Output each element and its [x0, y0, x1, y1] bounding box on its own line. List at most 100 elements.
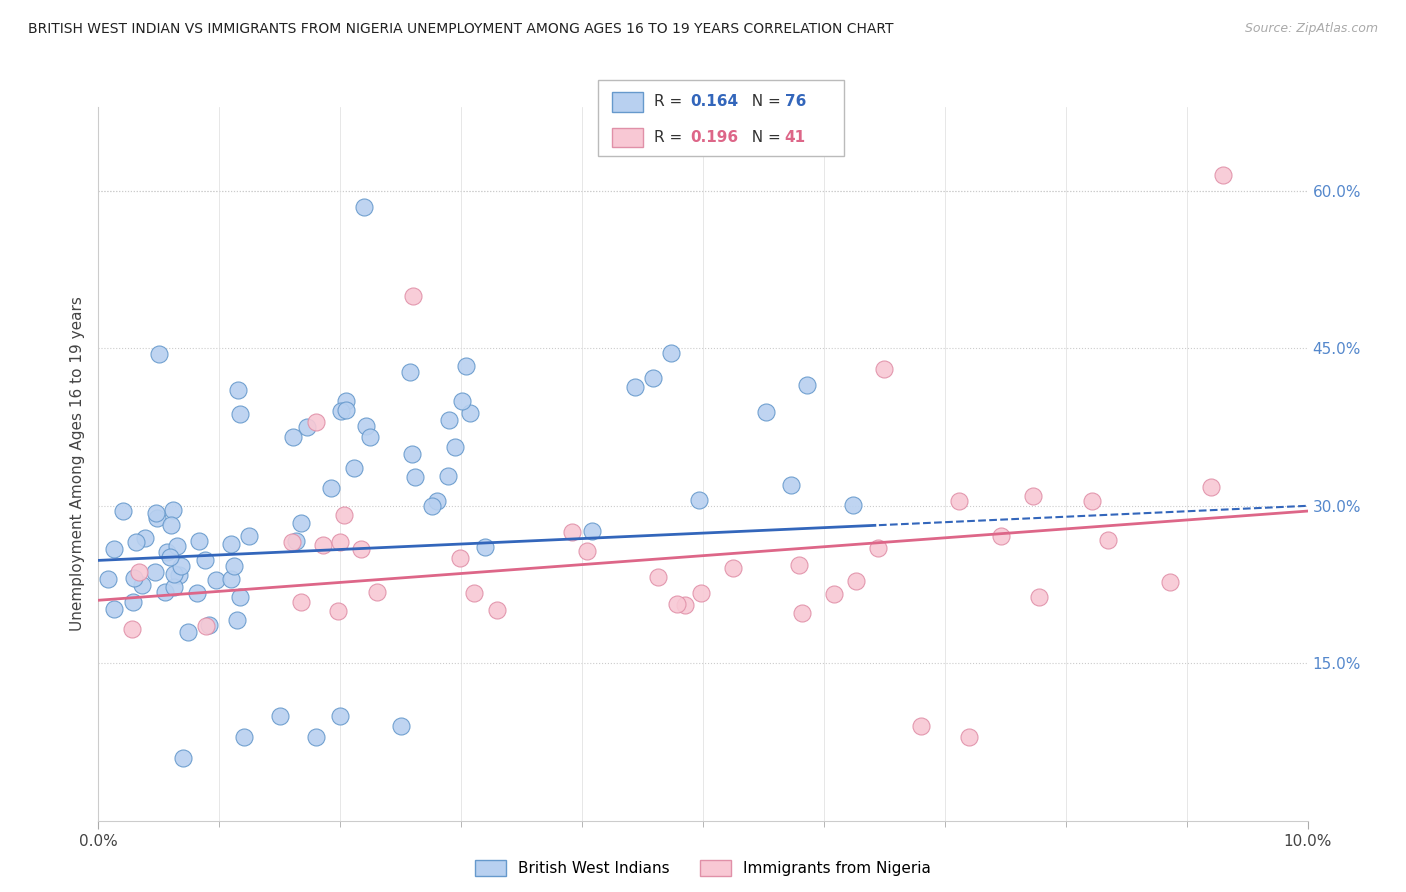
Point: [330, 404, 353, 418]
Point: [343, 461, 366, 475]
Text: 0.196: 0.196: [690, 130, 738, 145]
Point: [131, 578, 153, 592]
Point: [575, 544, 598, 558]
Point: [354, 418, 377, 433]
Point: [305, 415, 328, 429]
Text: 41: 41: [785, 130, 806, 145]
Text: N =: N =: [742, 95, 786, 109]
Point: [335, 393, 357, 408]
Point: [690, 586, 713, 600]
Point: [463, 586, 485, 600]
Point: [449, 551, 471, 566]
Point: [990, 529, 1012, 543]
Legend: British West Indians, Immigrants from Nigeria: British West Indians, Immigrants from Ni…: [470, 855, 936, 882]
Point: [561, 525, 583, 540]
Point: [1021, 489, 1043, 503]
Point: [641, 370, 664, 384]
Point: [845, 574, 868, 588]
Point: [486, 603, 509, 617]
Point: [1159, 575, 1181, 590]
Point: [163, 580, 186, 594]
Point: [169, 567, 191, 582]
Point: [957, 730, 980, 744]
Text: N =: N =: [742, 130, 786, 145]
Point: [796, 377, 818, 392]
Point: [437, 469, 460, 483]
Point: [647, 570, 669, 584]
Point: [222, 558, 245, 573]
Point: [125, 535, 148, 549]
Point: [162, 503, 184, 517]
Text: Source: ZipAtlas.com: Source: ZipAtlas.com: [1244, 22, 1378, 36]
Point: [97, 573, 120, 587]
Point: [186, 586, 208, 600]
Point: [111, 504, 134, 518]
Point: [422, 499, 444, 513]
Point: [755, 405, 778, 419]
Point: [172, 750, 194, 764]
Point: [873, 362, 896, 376]
Point: [910, 719, 932, 733]
Point: [451, 394, 474, 409]
Point: [389, 719, 412, 733]
Point: [146, 510, 169, 524]
Point: [134, 532, 156, 546]
Text: R =: R =: [654, 130, 688, 145]
Point: [122, 571, 145, 585]
Point: [366, 585, 388, 599]
Point: [103, 541, 125, 556]
Point: [659, 346, 682, 360]
Point: [143, 566, 166, 580]
Point: [319, 481, 342, 495]
Point: [723, 561, 745, 575]
Y-axis label: Unemployment Among Ages 16 to 19 years: Unemployment Among Ages 16 to 19 years: [69, 296, 84, 632]
Point: [474, 540, 496, 554]
Point: [401, 447, 423, 461]
Point: [194, 552, 217, 566]
Point: [269, 708, 291, 723]
Text: R =: R =: [654, 95, 688, 109]
Point: [787, 558, 810, 572]
Point: [177, 624, 200, 639]
Point: [359, 430, 381, 444]
Point: [290, 594, 312, 608]
Point: [439, 413, 461, 427]
Point: [232, 730, 254, 744]
Point: [405, 470, 427, 484]
Point: [454, 359, 477, 373]
Point: [948, 494, 970, 508]
Point: [156, 545, 179, 559]
Point: [1201, 480, 1223, 494]
Point: [121, 622, 143, 636]
Point: [688, 493, 710, 508]
Point: [426, 494, 449, 508]
Point: [148, 346, 170, 360]
Point: [333, 508, 356, 523]
Point: [283, 430, 305, 444]
Point: [841, 499, 863, 513]
Text: 76: 76: [785, 95, 806, 109]
Point: [328, 604, 350, 618]
Point: [160, 517, 183, 532]
Point: [673, 599, 696, 613]
Point: [205, 573, 228, 587]
Point: [329, 535, 352, 549]
Point: [335, 403, 357, 417]
Point: [290, 516, 312, 530]
Point: [122, 595, 145, 609]
Point: [159, 550, 181, 565]
Point: [155, 585, 177, 599]
Point: [281, 535, 304, 549]
Point: [312, 538, 335, 552]
Point: [780, 478, 803, 492]
Point: [103, 602, 125, 616]
Point: [284, 533, 307, 548]
Point: [226, 383, 249, 397]
Point: [624, 380, 647, 394]
Point: [128, 566, 150, 580]
Point: [187, 534, 209, 549]
Point: [219, 572, 242, 586]
Point: [1097, 533, 1119, 547]
Point: [399, 365, 422, 379]
Point: [350, 542, 373, 557]
